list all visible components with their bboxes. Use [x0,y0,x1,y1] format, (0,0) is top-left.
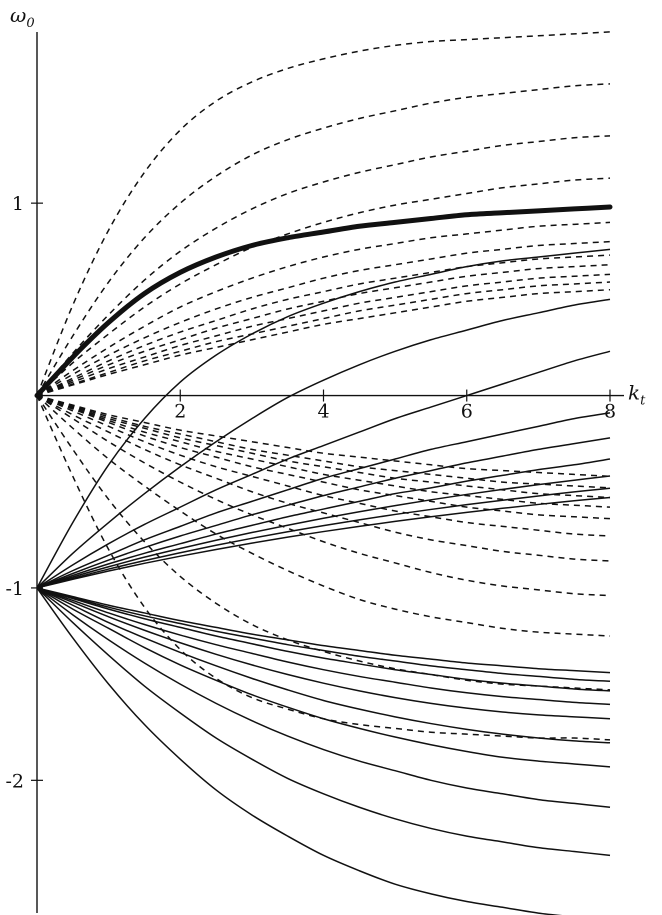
y-axis-title: ω0 [10,3,35,31]
ticks-layer: 2 4 6 8 1 -1 -2 [5,193,616,792]
dashed-curve [36,394,611,637]
solid-curve [36,587,611,692]
solid-curve [36,587,611,768]
dashed-curve [36,394,611,597]
dashed-curve [36,288,611,397]
dashed-curve [36,281,611,397]
dashed-curve [36,394,611,499]
solid-curve [36,587,611,720]
dashed-curve [36,394,611,478]
solid-curve [36,587,611,706]
solid-curve [36,587,611,809]
solid-curve [36,587,611,744]
solid-curve [36,475,611,589]
dashed-curve [36,263,611,397]
dashed-curve [36,273,611,397]
solid-curve [36,487,611,589]
x-axis-title-main: k [628,381,640,405]
dashed-curve [36,221,611,397]
solid-curve [36,587,563,915]
y-tick-label: -1 [5,578,24,600]
y-tick-label: 1 [12,193,24,215]
solid-curve [36,587,611,682]
y-tick-label: -2 [5,770,24,792]
dashed-curve [36,31,611,396]
dashed-curve [36,394,611,562]
solid-curve [36,350,611,589]
solid-curve [36,248,611,589]
solid-curve [36,458,611,589]
curves-layer [34,31,613,915]
bold-curve [34,204,613,399]
x-tick-label: 8 [604,401,616,423]
solid-curve [36,412,611,589]
solid-curve [36,437,611,589]
solid-curve [36,587,611,674]
solid-curve [36,298,611,589]
x-axis-title: kt [628,381,646,409]
dashed-curve [36,135,611,397]
x-tick-label: 4 [318,401,330,423]
x-tick-label: 2 [174,401,186,423]
y-axis-title-main: ω [10,3,26,27]
y-axis-title-subscript: 0 [26,16,34,31]
solid-curve [36,496,611,589]
dashed-curve [36,395,611,691]
solid-curve [36,587,611,857]
x-axis-title-subscript: t [640,394,646,409]
dashed-curve [36,240,611,397]
dashed-curve [36,254,611,397]
x-tick-label: 6 [461,401,473,423]
dashed-curve [36,394,611,508]
dashed-curve [36,177,611,397]
dashed-curve [36,394,611,489]
dashed-curve [36,394,611,537]
dashed-curve [36,83,611,396]
